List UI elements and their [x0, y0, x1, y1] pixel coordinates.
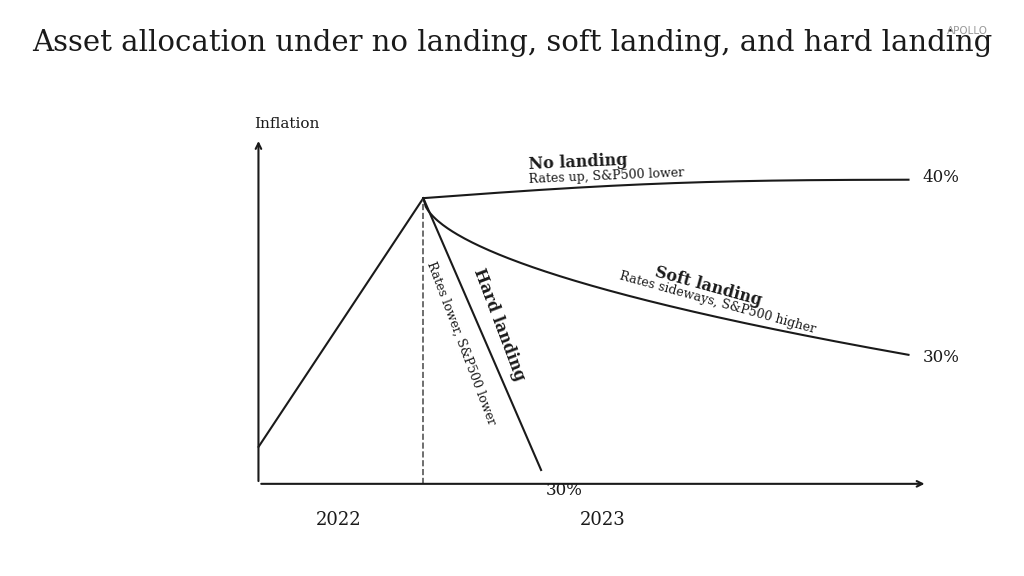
Text: Rates lower, S&P500 lower: Rates lower, S&P500 lower: [425, 260, 499, 427]
Text: No landing: No landing: [528, 152, 628, 173]
Text: 30%: 30%: [546, 482, 583, 499]
Text: APOLLO: APOLLO: [947, 26, 988, 36]
Text: Asset allocation under no landing, soft landing, and hard landing: Asset allocation under no landing, soft …: [32, 29, 992, 57]
Text: Hard landing: Hard landing: [470, 266, 528, 384]
Text: 30%: 30%: [923, 348, 959, 366]
Text: 2023: 2023: [580, 511, 626, 529]
Text: Soft landing: Soft landing: [653, 264, 764, 309]
Text: Rates up, S&P500 lower: Rates up, S&P500 lower: [528, 167, 685, 187]
Text: 40%: 40%: [923, 169, 959, 186]
Text: 2022: 2022: [315, 511, 361, 529]
Text: Rates sideways, S&P500 higher: Rates sideways, S&P500 higher: [618, 270, 817, 336]
Text: Inflation: Inflation: [254, 118, 319, 131]
